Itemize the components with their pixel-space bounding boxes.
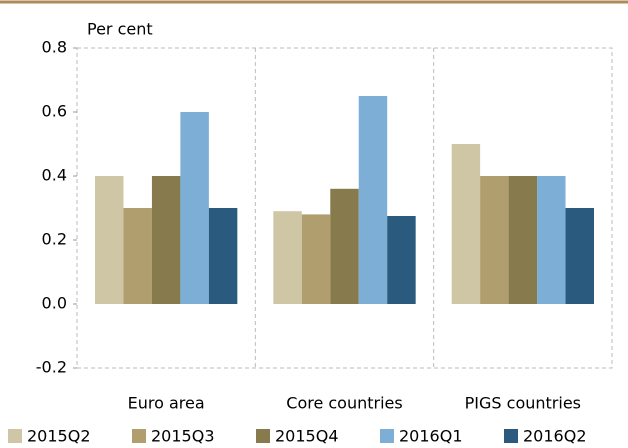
x-tick-label: Core countries bbox=[286, 394, 402, 413]
y-tick-label: 0.4 bbox=[42, 166, 67, 185]
bar bbox=[508, 176, 538, 304]
bar bbox=[358, 96, 388, 304]
legend-swatch bbox=[8, 429, 22, 443]
bar bbox=[273, 211, 302, 304]
y-tick-label: 0.8 bbox=[42, 38, 67, 57]
x-tick-label: Euro area bbox=[128, 394, 205, 413]
y-tick-label: 0.2 bbox=[42, 230, 67, 249]
bar bbox=[95, 176, 124, 304]
legend-swatch bbox=[504, 429, 518, 443]
legend-swatch bbox=[380, 429, 394, 443]
y-axis-label: Per cent bbox=[87, 20, 153, 39]
bar bbox=[301, 214, 331, 304]
bar bbox=[330, 188, 359, 304]
legend-label: 2015Q2 bbox=[27, 427, 91, 446]
bar bbox=[180, 112, 209, 304]
bar bbox=[387, 216, 416, 304]
bar bbox=[537, 176, 566, 304]
y-tick-label: -0.2 bbox=[36, 358, 67, 377]
y-tick-label: 0.0 bbox=[42, 294, 67, 313]
legend-label: 2016Q1 bbox=[399, 427, 463, 446]
legend-swatch bbox=[132, 429, 146, 443]
bar bbox=[151, 176, 181, 304]
bar bbox=[123, 208, 152, 304]
bar bbox=[565, 208, 594, 304]
bar bbox=[480, 176, 509, 304]
plot-frame bbox=[76, 47, 613, 369]
x-tick-label: PIGS countries bbox=[465, 394, 581, 413]
bar bbox=[451, 144, 481, 304]
bar bbox=[208, 208, 238, 304]
legend-label: 2016Q2 bbox=[523, 427, 587, 446]
legend-swatch bbox=[256, 429, 270, 443]
y-tick-label: 0.6 bbox=[42, 102, 67, 121]
legend-label: 2015Q3 bbox=[151, 427, 215, 446]
legend-label: 2015Q4 bbox=[275, 427, 339, 446]
